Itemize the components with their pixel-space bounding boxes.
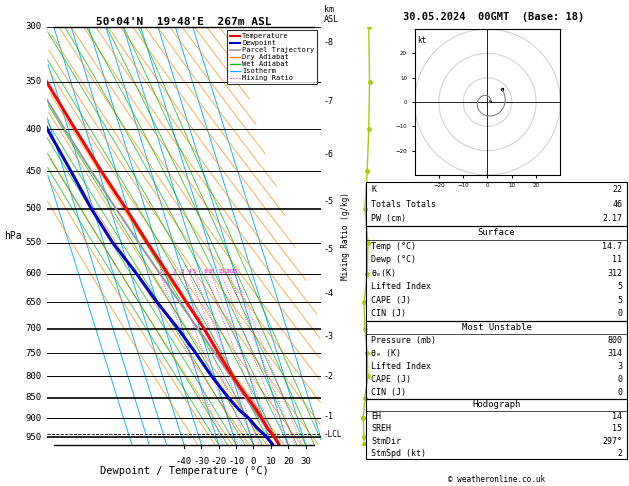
Text: 600: 600 — [26, 269, 42, 278]
Text: CAPE (J): CAPE (J) — [371, 296, 411, 305]
Text: -4: -4 — [324, 289, 334, 298]
Text: 0: 0 — [617, 387, 622, 397]
Text: Dewp (°C): Dewp (°C) — [371, 255, 416, 264]
Text: 400: 400 — [26, 125, 42, 134]
Text: 11: 11 — [612, 255, 622, 264]
Text: 5: 5 — [617, 296, 622, 305]
Text: 30: 30 — [300, 457, 311, 466]
Text: Lifted Index: Lifted Index — [371, 362, 431, 371]
Text: 50°04'N  19°48'E  267m ASL: 50°04'N 19°48'E 267m ASL — [96, 17, 272, 27]
Text: 500: 500 — [26, 204, 42, 213]
Text: CAPE (J): CAPE (J) — [371, 375, 411, 383]
Text: -30: -30 — [193, 457, 209, 466]
Text: 800: 800 — [26, 372, 42, 381]
Text: -5: -5 — [324, 244, 334, 254]
Text: -2: -2 — [324, 372, 334, 381]
Text: 3: 3 — [181, 269, 185, 274]
Text: 14: 14 — [612, 412, 622, 421]
Text: 950: 950 — [26, 433, 42, 442]
Text: 25: 25 — [231, 269, 238, 274]
Text: K: K — [371, 185, 376, 194]
Text: 10: 10 — [265, 457, 276, 466]
Text: 0: 0 — [617, 310, 622, 318]
Text: 350: 350 — [26, 77, 42, 86]
Text: 0: 0 — [617, 375, 622, 383]
Legend: Temperature, Dewpoint, Parcel Trajectory, Dry Adiabat, Wet Adiabat, Isotherm, Mi: Temperature, Dewpoint, Parcel Trajectory… — [227, 30, 317, 84]
Text: Temp (°C): Temp (°C) — [371, 242, 416, 251]
Text: hPa: hPa — [4, 231, 21, 241]
Text: Mixing Ratio (g/kg): Mixing Ratio (g/kg) — [342, 192, 350, 279]
Text: Totals Totals: Totals Totals — [371, 200, 436, 208]
Text: 2.17: 2.17 — [602, 214, 622, 223]
Text: 5: 5 — [617, 282, 622, 292]
Text: -40: -40 — [176, 457, 192, 466]
Text: 650: 650 — [26, 297, 42, 307]
Text: 20: 20 — [225, 269, 233, 274]
Text: 300: 300 — [26, 22, 42, 31]
Text: -6: -6 — [324, 151, 334, 159]
Text: 20: 20 — [283, 457, 294, 466]
Text: 800: 800 — [607, 336, 622, 345]
Text: -LCL: -LCL — [324, 430, 342, 439]
Text: 5: 5 — [192, 269, 196, 274]
Text: Surface: Surface — [478, 228, 515, 237]
Text: km
ASL: km ASL — [324, 5, 339, 24]
Text: 22: 22 — [612, 185, 622, 194]
Text: 450: 450 — [26, 167, 42, 175]
Text: 0: 0 — [251, 457, 256, 466]
Text: Hodograph: Hodograph — [472, 400, 521, 409]
Text: 15: 15 — [218, 269, 225, 274]
Text: StmSpd (kt): StmSpd (kt) — [371, 449, 426, 458]
Text: Most Unstable: Most Unstable — [462, 323, 532, 332]
Text: 3: 3 — [617, 362, 622, 371]
Text: StmDir: StmDir — [371, 436, 401, 446]
Text: Dewpoint / Temperature (°C): Dewpoint / Temperature (°C) — [99, 466, 269, 476]
Text: 700: 700 — [26, 324, 42, 333]
Text: -7: -7 — [324, 97, 334, 106]
Text: 1: 1 — [159, 269, 162, 274]
Text: Pressure (mb): Pressure (mb) — [371, 336, 436, 345]
Text: 15: 15 — [612, 424, 622, 434]
Text: -3: -3 — [324, 331, 334, 341]
Text: 312: 312 — [607, 269, 622, 278]
Text: 550: 550 — [26, 238, 42, 247]
Text: 46: 46 — [612, 200, 622, 208]
Text: 297°: 297° — [602, 436, 622, 446]
Text: 10: 10 — [207, 269, 214, 274]
Text: 30.05.2024  00GMT  (Base: 18): 30.05.2024 00GMT (Base: 18) — [403, 12, 584, 22]
Text: PW (cm): PW (cm) — [371, 214, 406, 223]
Text: SREH: SREH — [371, 424, 391, 434]
Text: © weatheronline.co.uk: © weatheronline.co.uk — [448, 474, 545, 484]
Text: EH: EH — [371, 412, 381, 421]
Text: 14.7: 14.7 — [602, 242, 622, 251]
Text: Lifted Index: Lifted Index — [371, 282, 431, 292]
Text: -5: -5 — [324, 197, 334, 206]
Text: 850: 850 — [26, 393, 42, 402]
Text: 750: 750 — [26, 348, 42, 358]
Text: 2: 2 — [617, 449, 622, 458]
Text: kt: kt — [417, 36, 426, 46]
Text: 2: 2 — [172, 269, 176, 274]
Text: θₑ (K): θₑ (K) — [371, 348, 401, 358]
Text: CIN (J): CIN (J) — [371, 387, 406, 397]
Text: CIN (J): CIN (J) — [371, 310, 406, 318]
Text: 314: 314 — [607, 348, 622, 358]
Text: 4: 4 — [187, 269, 191, 274]
Text: θₑ(K): θₑ(K) — [371, 269, 396, 278]
Text: 900: 900 — [26, 414, 42, 422]
Text: -20: -20 — [211, 457, 227, 466]
Text: -10: -10 — [228, 457, 244, 466]
Text: -1: -1 — [324, 412, 334, 420]
Text: -8: -8 — [324, 38, 334, 48]
Text: 8: 8 — [204, 269, 208, 274]
